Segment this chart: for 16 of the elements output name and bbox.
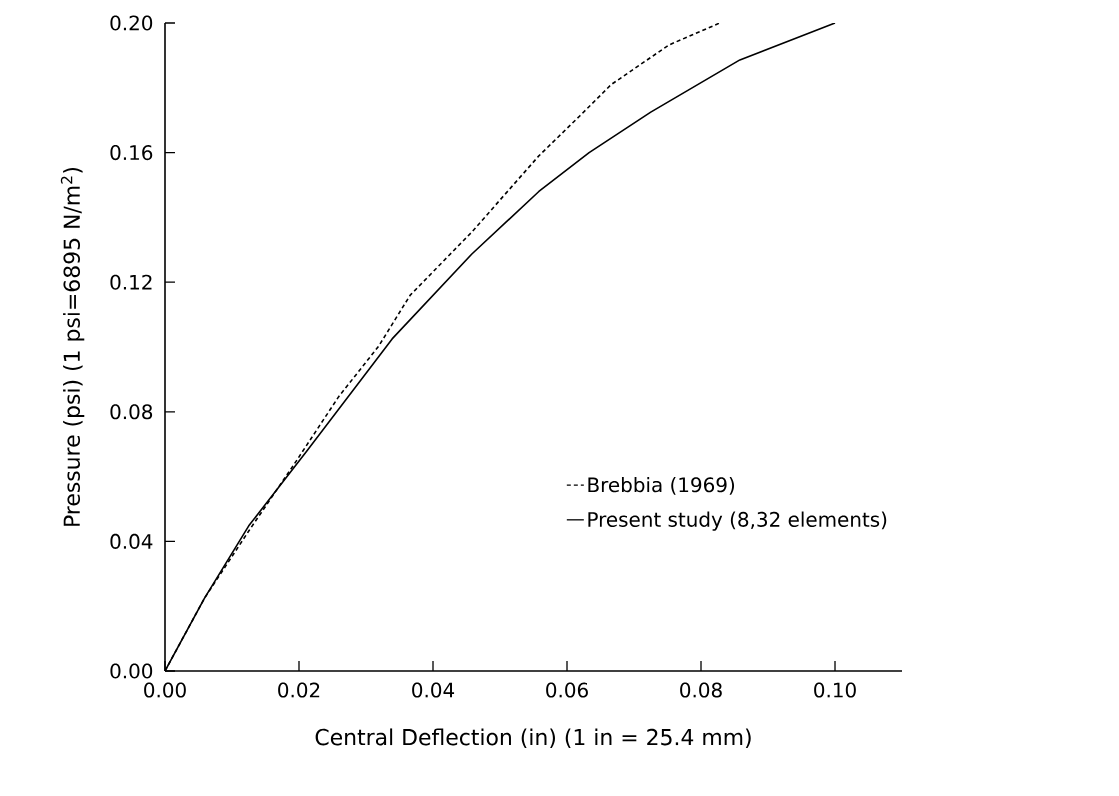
y-tick-label: 0.08 xyxy=(110,404,153,420)
x-tick-label: 0.02 xyxy=(278,682,320,698)
legend-label: Present study (8,32 elements) xyxy=(588,511,887,531)
y-tick-label: 0.00 xyxy=(110,663,153,679)
x-tick-label: 0.08 xyxy=(680,682,722,698)
x-tick-label: 0.04 xyxy=(412,682,455,698)
x-tick-label: 0.06 xyxy=(546,682,588,698)
x-tick-label: 0.00 xyxy=(144,682,186,698)
y-tick-label: 0.16 xyxy=(110,145,153,161)
x-tick-label: 0.10 xyxy=(814,682,856,698)
x-axis-title: Central Deflection (in) (1 in = 25.4 mm) xyxy=(315,728,751,748)
y-tick-label: 0.20 xyxy=(110,15,153,31)
y-tick-label: 0.04 xyxy=(110,533,153,549)
legend-label: Brebbia (1969) xyxy=(588,476,735,495)
y-axis-title: Pressure (psi) (1 psi=6895 N/m$^{2}$) xyxy=(60,167,85,526)
y-tick-label: 0.12 xyxy=(110,274,152,290)
